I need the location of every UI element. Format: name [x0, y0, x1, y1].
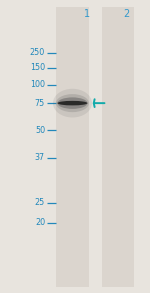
- Bar: [102, 7, 134, 287]
- Ellipse shape: [56, 94, 89, 112]
- Bar: [56, 7, 88, 287]
- Text: 2: 2: [123, 9, 129, 19]
- Text: 250: 250: [30, 48, 45, 57]
- Text: 75: 75: [35, 99, 45, 108]
- Text: 37: 37: [35, 153, 45, 162]
- Ellipse shape: [57, 97, 87, 109]
- Text: 100: 100: [30, 81, 45, 89]
- Ellipse shape: [57, 101, 87, 105]
- Text: 1: 1: [84, 9, 90, 19]
- Ellipse shape: [53, 89, 92, 117]
- Text: 20: 20: [35, 218, 45, 227]
- Text: 25: 25: [35, 198, 45, 207]
- Text: 50: 50: [35, 126, 45, 134]
- Text: 150: 150: [30, 64, 45, 72]
